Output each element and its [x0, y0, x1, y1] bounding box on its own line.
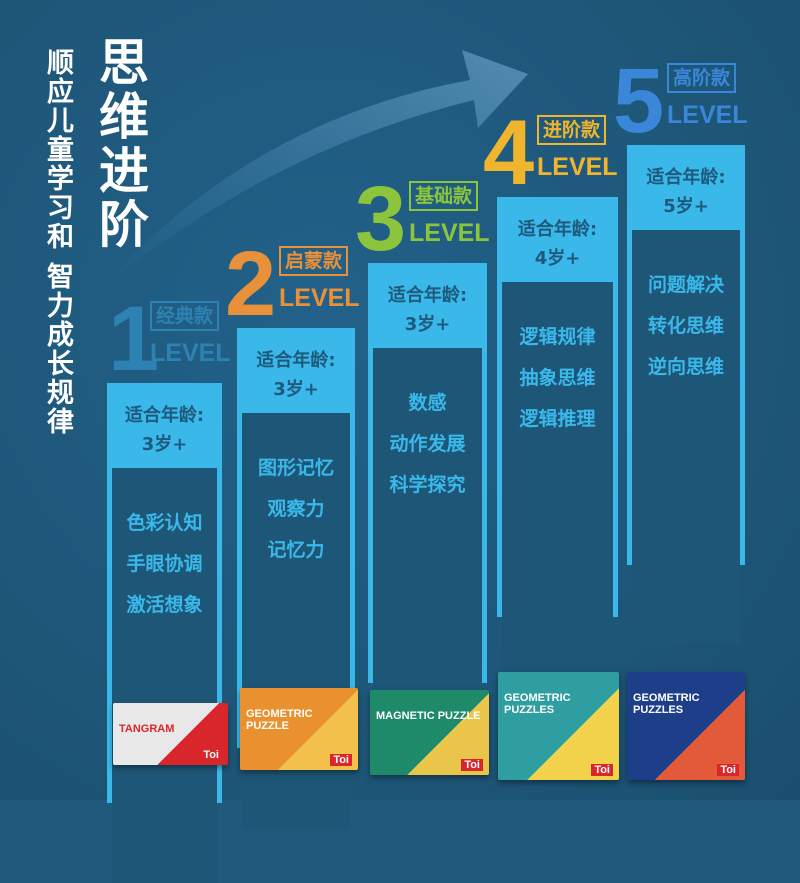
age-header: 适合年龄: 5岁+ [632, 150, 740, 230]
level-number: 5 [613, 50, 665, 152]
level-text: LEVEL [150, 339, 231, 367]
level-number: 2 [225, 233, 277, 335]
level-tag: 启蒙款 [279, 246, 349, 276]
age-value: 5岁+ [663, 196, 709, 217]
brand-logo: Toi [200, 749, 222, 761]
progress-arrow-icon [100, 50, 528, 290]
skill-item: 动作发展 [389, 433, 466, 455]
product-name: GEOMETRIC PUZZLES [504, 692, 571, 716]
level-text: LEVEL [279, 284, 360, 312]
page-title: 思维进阶 [91, 36, 149, 252]
level-number: 4 [483, 102, 535, 204]
age-header: 适合年龄: 3岁+ [373, 268, 482, 348]
age-value: 4岁+ [534, 248, 581, 269]
skill-item: 问题解决 [647, 274, 724, 296]
brand-logo: Toi [717, 764, 739, 776]
product-name: TANGRAM [119, 723, 175, 735]
skill-item: 记忆力 [267, 539, 325, 561]
level-text: LEVEL [667, 101, 748, 129]
skills-list: 色彩认知手眼协调激活想象 [112, 468, 217, 883]
skill-item: 转化思维 [647, 315, 724, 337]
age-value: 3岁+ [141, 434, 188, 455]
skills-list: 逻辑规律抽象思维逻辑推理 [502, 282, 613, 697]
age-label: 适合年龄: [124, 405, 205, 426]
age-value: 3岁+ [404, 314, 451, 335]
product-box-2[interactable]: GEOMETRIC PUZZLE Toi [240, 688, 358, 770]
age-header: 适合年龄: 4岁+ [502, 202, 613, 282]
skill-item: 抽象思维 [519, 367, 596, 389]
skill-item: 色彩认知 [126, 512, 203, 534]
product-box-5[interactable]: GEOMETRIC PUZZLES Toi [627, 672, 745, 780]
skills-list: 问题解决转化思维逆向思维 [632, 230, 740, 645]
level-number: 3 [355, 168, 407, 270]
subtitle: 顺应儿童学习和 智力成长规律 [42, 48, 73, 437]
level-text: LEVEL [537, 153, 618, 181]
product-name: GEOMETRIC PUZZLES [633, 692, 700, 716]
age-label: 适合年龄: [256, 350, 336, 371]
product-box-4[interactable]: GEOMETRIC PUZZLES Toi [498, 672, 619, 780]
level-text: LEVEL [409, 219, 490, 247]
age-label: 适合年龄: [517, 219, 598, 240]
level-tag: 进阶款 [537, 115, 607, 145]
brand-logo: Toi [330, 754, 352, 766]
age-header: 适合年龄: 3岁+ [112, 388, 217, 468]
level-tag: 高阶款 [667, 63, 737, 93]
skill-item: 激活想象 [126, 594, 203, 616]
skill-item: 逻辑规律 [519, 326, 596, 348]
level-2-column: 适合年龄: 3岁+ 图形记忆观察力记忆力 [237, 328, 355, 828]
skill-item: 观察力 [267, 498, 325, 520]
brand-logo: Toi [591, 764, 613, 776]
skill-item: 数感 [408, 392, 447, 414]
level-5-column: 适合年龄: 5岁+ 问题解决转化思维逆向思维 [627, 145, 745, 645]
age-value: 3岁+ [273, 379, 319, 400]
product-name: MAGNETIC PUZZLE [376, 710, 481, 722]
age-label: 适合年龄: [387, 285, 468, 306]
product-name: GEOMETRIC PUZZLE [246, 708, 313, 732]
product-box-1[interactable]: TANGRAM Toi [113, 703, 228, 765]
level-3-column: 适合年龄: 3岁+ 数感动作发展科学探究 [368, 263, 487, 763]
product-box-3[interactable]: MAGNETIC PUZZLE Toi [370, 690, 489, 775]
age-label: 适合年龄: [646, 167, 726, 188]
age-header: 适合年龄: 3岁+ [242, 333, 350, 413]
brand-logo: Toi [461, 759, 483, 771]
level-tag: 经典款 [150, 301, 220, 331]
skill-item: 逆向思维 [647, 356, 724, 378]
level-tag: 基础款 [409, 181, 479, 211]
skill-item: 逻辑推理 [519, 408, 596, 430]
level-4-column: 适合年龄: 4岁+ 逻辑规律抽象思维逻辑推理 [497, 197, 618, 697]
infographic: 顺应儿童学习和 智力成长规律 思维进阶 1 经典款 LEVEL 适合年龄: 3岁… [0, 0, 800, 828]
skill-item: 科学探究 [389, 474, 466, 496]
skill-item: 手眼协调 [126, 553, 203, 575]
skill-item: 图形记忆 [257, 457, 334, 479]
